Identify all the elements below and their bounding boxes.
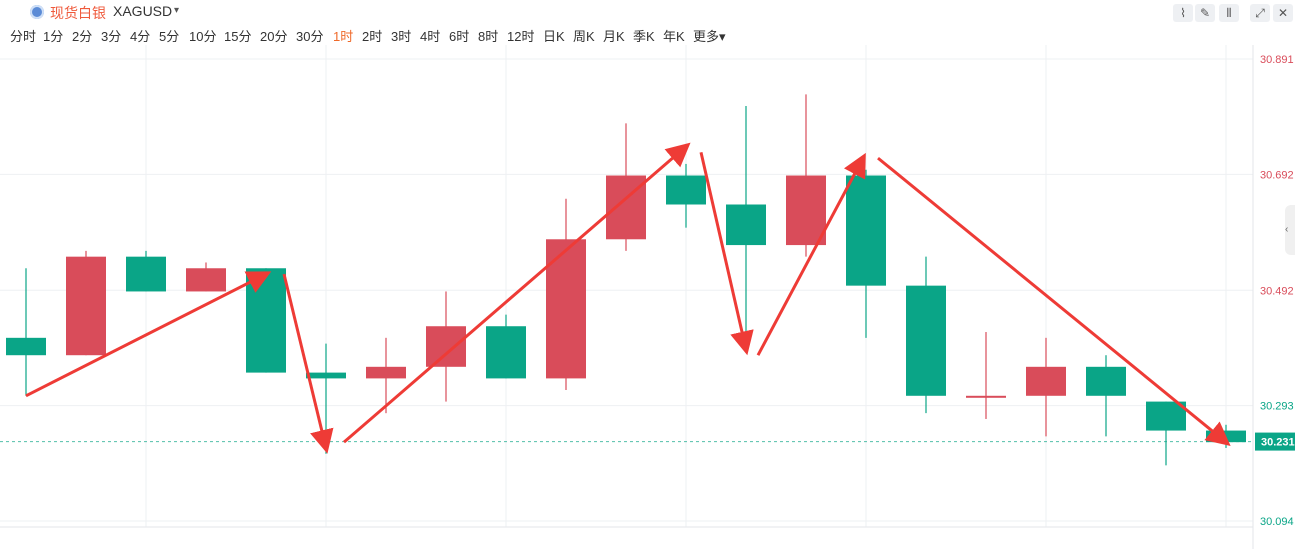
period-tab[interactable]: 12时 <box>507 29 535 44</box>
period-tab[interactable]: 2分 <box>72 29 93 44</box>
period-tab[interactable]: 周K <box>573 29 595 44</box>
annotation-arrow <box>25 271 272 398</box>
close-icon[interactable]: ✕ <box>1273 4 1293 22</box>
candlestick-icon[interactable]: ⫴ <box>1219 4 1239 22</box>
period-tab[interactable]: 10分 <box>189 29 217 44</box>
period-tab[interactable]: 15分 <box>224 29 252 44</box>
period-tab[interactable]: 8时 <box>478 29 499 44</box>
draw-pen-icon[interactable]: ✎ <box>1195 4 1215 22</box>
candle-body <box>126 256 166 292</box>
candle-body <box>246 268 286 373</box>
period-tabs: 分时 1分 2分 3分 4分 5分 10分 15分 20分 30分 1时 2时 3时 4时 6时 8时 12时日… <box>0 26 760 46</box>
period-tab[interactable]: 1时 <box>333 29 354 44</box>
period-tab[interactable]: 季K <box>633 29 655 44</box>
candle-body <box>1146 401 1186 431</box>
symbol-dropdown-chevron-icon[interactable]: ▾ <box>174 5 180 16</box>
period-tab[interactable]: 分时 <box>10 29 37 44</box>
period-tab[interactable]: 日K <box>543 29 565 44</box>
candle-body <box>426 326 466 367</box>
period-tab[interactable]: 4时 <box>420 29 441 44</box>
candle-body <box>1086 366 1126 396</box>
candle-body <box>186 268 226 292</box>
candle-body <box>306 372 346 379</box>
silver-logo-icon <box>30 5 44 19</box>
period-tab[interactable]: 1分 <box>43 29 64 44</box>
candle-body <box>906 285 946 396</box>
period-tab[interactable]: 3分 <box>101 29 122 44</box>
period-tab[interactable]: 更多▾ <box>693 29 726 44</box>
candle-body <box>966 395 1006 398</box>
y-tick-label: 30.492 <box>1260 285 1294 297</box>
period-tab[interactable]: 4分 <box>130 29 151 44</box>
annotation-arrow <box>877 156 1231 446</box>
candle-body <box>366 366 406 379</box>
annotation-arrow <box>282 273 334 454</box>
annotation-arrow <box>343 142 691 444</box>
y-tick-label: 30.293 <box>1260 401 1294 413</box>
last-price-tag <box>1255 432 1295 451</box>
fullscreen-icon[interactable]: ⤢ <box>1250 4 1270 22</box>
period-tab[interactable]: 5分 <box>159 29 180 44</box>
candle-body <box>66 256 106 356</box>
period-tab[interactable]: 3时 <box>391 29 412 44</box>
y-tick-label: 30.692 <box>1260 169 1294 181</box>
candle-body <box>726 204 766 246</box>
symbol-name[interactable]: 现货白银 <box>50 5 106 21</box>
candlestick-chart[interactable]: 30.891 30.692 30.492 30.293 30.094 30.231 <box>0 45 1295 549</box>
line-chart-icon[interactable]: ⌇ <box>1173 4 1193 22</box>
period-tab[interactable]: 6时 <box>449 29 470 44</box>
period-tab[interactable]: 20分 <box>260 29 288 44</box>
annotation-arrow <box>699 151 754 356</box>
annotation-arrow <box>756 152 866 356</box>
candle-body <box>666 175 706 205</box>
candle-body <box>486 326 526 379</box>
y-tick-label: 30.094 <box>1260 516 1294 528</box>
side-panel-toggle-icon[interactable]: ‹ <box>1285 205 1295 255</box>
period-tab[interactable]: 月K <box>603 29 625 44</box>
candle-body <box>546 239 586 379</box>
period-tab[interactable]: 2时 <box>362 29 383 44</box>
period-tab[interactable]: 30分 <box>296 29 324 44</box>
chart-header: 现货白银 XAGUSD ▾ ⌇ ✎ ⫴ ⤢ ✕ <box>0 0 1295 24</box>
candle-body <box>6 337 46 356</box>
last-price-label: 30.231 <box>1261 437 1295 449</box>
symbol-code[interactable]: XAGUSD <box>113 3 173 19</box>
candle-body <box>1026 366 1066 396</box>
period-tab[interactable]: 年K <box>663 29 685 44</box>
candle-body <box>846 175 886 286</box>
candle-body <box>786 175 826 246</box>
y-tick-label: 30.891 <box>1260 54 1294 66</box>
